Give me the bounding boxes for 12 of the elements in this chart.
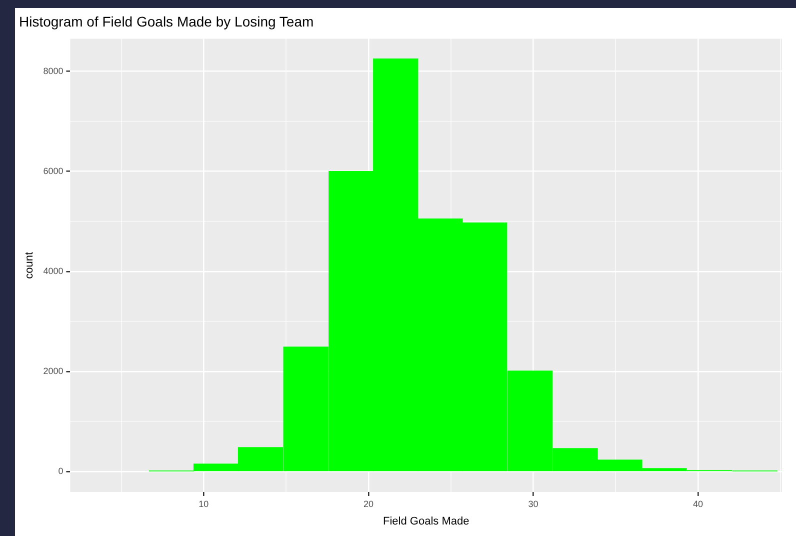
y-tick-label: 6000	[43, 166, 64, 176]
x-tick-label: 30	[528, 498, 538, 509]
y-tick-label: 0	[58, 466, 64, 476]
x-tick-label: 10	[198, 498, 209, 509]
y-axis-title: count	[24, 252, 36, 279]
x-tick-label: 20	[363, 498, 374, 509]
y-tick-label: 8000	[43, 66, 64, 76]
x-tick-label: 40	[692, 498, 703, 509]
x-axis-title: Field Goals Made	[383, 515, 470, 528]
y-tick-label: 2000	[43, 366, 64, 376]
chart-title: Histogram of Field Goals Made by Losing Team	[19, 13, 314, 30]
y-tick-label: 4000	[43, 266, 64, 276]
